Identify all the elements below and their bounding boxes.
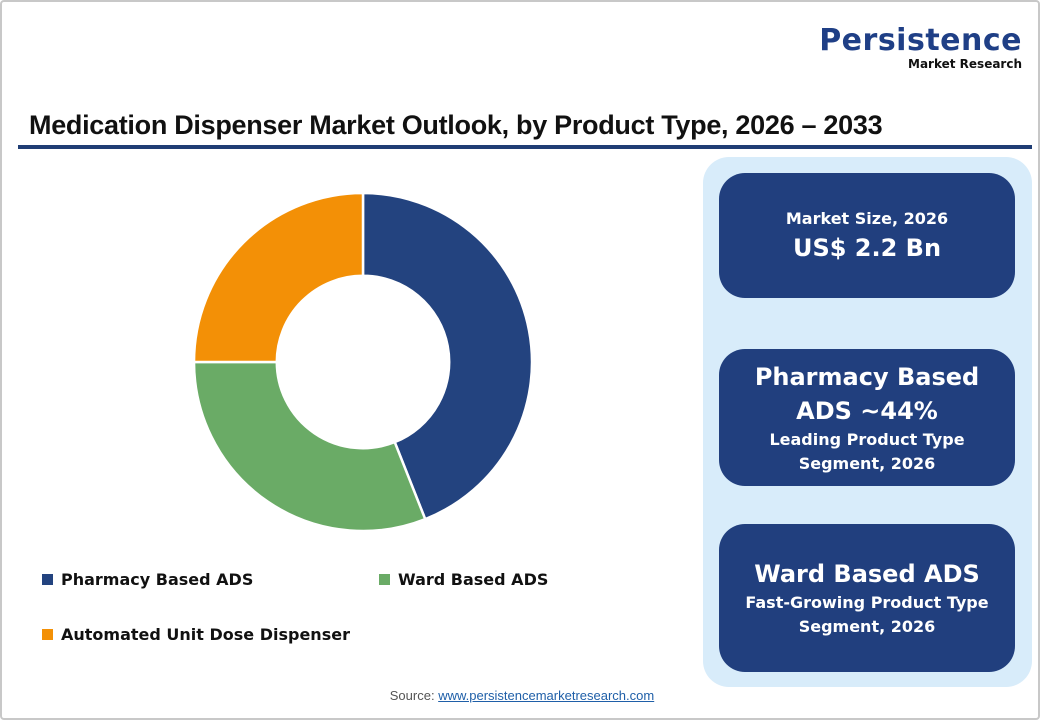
legend-item-pharmacy-based-ads: Pharmacy Based ADS: [42, 570, 253, 589]
donut-chart-svg: [192, 191, 534, 533]
donut-segment-ward-based-ads: [192, 360, 427, 533]
logo-tagline: Market Research: [908, 57, 1022, 71]
donut-chart: [182, 182, 544, 544]
legend-item-ward-based-ads: Ward Based ADS: [379, 570, 548, 589]
fast-growing-caption-2: Segment, 2026: [798, 617, 936, 636]
legend-item-automated-unit-dose-dispenser: Automated Unit Dose Dispenser: [42, 625, 350, 644]
legend-label: Pharmacy Based ADS: [61, 570, 254, 589]
donut-segment-automated-unit-dose-dispenser: [192, 191, 365, 364]
key-stats-panel: Market Size, 2026 US$ 2.2 Bn Pharmacy Ba…: [703, 157, 1032, 687]
fast-growing-caption-1: Fast-Growing Product Type: [745, 593, 989, 612]
leading-segment-caption-2: Segment, 2026: [798, 453, 936, 473]
legend-swatch-icon: [42, 574, 53, 585]
fast-growing-segment-card: Ward Based ADS Fast-Growing Product Type…: [719, 524, 1015, 672]
leading-segment-caption-1: Leading Product Type: [769, 429, 965, 449]
market-size-card: Market Size, 2026 US$ 2.2 Bn: [719, 173, 1015, 298]
title-divider: [18, 145, 1032, 149]
leading-segment-card: Pharmacy Based ADS ~44% Leading Product …: [719, 349, 1015, 486]
source-note: Source: www.persistencemarketresearch.co…: [2, 688, 1040, 703]
market-size-label: Market Size, 2026: [785, 208, 949, 228]
leading-segment-name: Pharmacy Based: [754, 362, 980, 391]
logo-wordmark: Persistence: [819, 23, 1022, 58]
legend-label: Automated Unit Dose Dispenser: [61, 625, 350, 644]
leading-segment-share: ADS ~44%: [796, 396, 938, 425]
source-link[interactable]: www.persistencemarketresearch.com: [438, 688, 655, 703]
donut-segment-pharmacy-based-ads: [361, 191, 534, 521]
legend-swatch-icon: [379, 574, 390, 585]
legend-swatch-icon: [42, 629, 53, 640]
market-size-value: US$ 2.2 Bn: [792, 233, 942, 262]
chart-title: Medication Dispenser Market Outlook, by …: [29, 110, 883, 140]
chart-legend: Pharmacy Based ADS Ward Based ADS Automa…: [42, 568, 642, 658]
fast-growing-segment-name: Ward Based ADS: [754, 560, 980, 588]
legend-label: Ward Based ADS: [398, 570, 549, 589]
company-logo: Persistence Market Research: [819, 23, 1022, 72]
source-label: Source:: [389, 688, 439, 703]
